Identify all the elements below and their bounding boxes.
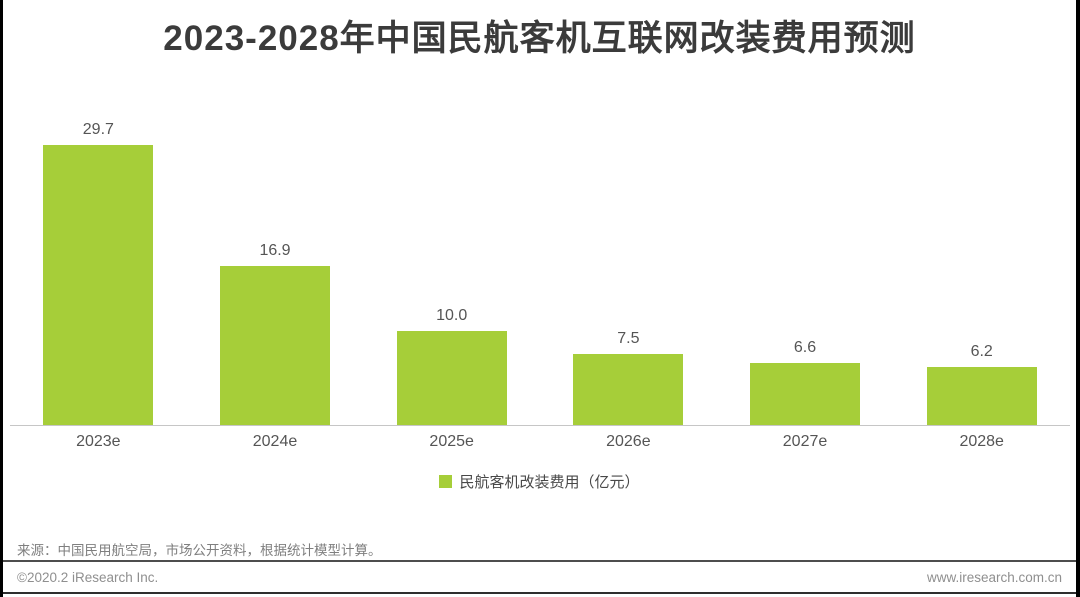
bar-value-label: 29.7 <box>82 121 114 138</box>
bar <box>220 265 330 425</box>
x-axis-tick-label: 2027e <box>782 433 828 450</box>
bar <box>750 362 861 425</box>
plot-area: 29.7 16.9 10.0 7.5 6.6 6.2 <box>10 105 1070 425</box>
bar-group: 7.5 <box>540 105 717 425</box>
bottom-border-line <box>3 592 1076 594</box>
bar <box>573 354 684 425</box>
bar-group: 29.7 <box>10 105 187 425</box>
bar-group: 16.9 <box>187 105 364 425</box>
bar-value-label: 6.6 <box>793 338 817 356</box>
x-axis-tick-label: 2024e <box>252 433 298 450</box>
copyright-text: ©2020.2 iResearch Inc. <box>17 569 159 585</box>
bar-value-label: 10.0 <box>436 306 468 324</box>
bar-group: 6.6 <box>717 105 894 425</box>
bar <box>926 366 1037 425</box>
chart-legend: 民航客机改装费用（亿元） <box>3 471 1076 492</box>
x-axis-labels: 2023e 2024e 2025e 2026e 2027e 2028e <box>10 433 1070 451</box>
x-axis-tick-label: 2025e <box>429 433 474 450</box>
bar-value-label: 6.2 <box>970 342 993 360</box>
x-axis-tick-label: 2023e <box>76 433 121 450</box>
footer-bar: ©2020.2 iResearch Inc. www.iresearch.com… <box>3 562 1076 592</box>
x-axis-tick-label: 2026e <box>606 433 651 450</box>
x-axis-line <box>10 425 1070 426</box>
bar <box>43 145 154 425</box>
legend-label: 民航客机改装费用（亿元） <box>459 474 640 491</box>
bar-group: 10.0 <box>363 105 540 425</box>
bar-value-label: 16.9 <box>259 241 291 259</box>
bar <box>396 330 507 425</box>
chart-title: 2023-2028年中国民航客机互联网改装费用预测 <box>163 19 916 58</box>
bar-group: 6.2 <box>893 105 1070 425</box>
x-axis-tick-label: 2028e <box>959 433 1004 450</box>
footer-divider <box>3 560 1076 562</box>
legend-swatch-icon <box>439 475 453 488</box>
source-note: 来源：中国民用航空局，市场公开资料，根据统计模型计算。 <box>17 543 382 558</box>
website-text: www.iresearch.com.cn <box>926 569 1062 585</box>
bar-value-label: 7.5 <box>617 330 640 348</box>
